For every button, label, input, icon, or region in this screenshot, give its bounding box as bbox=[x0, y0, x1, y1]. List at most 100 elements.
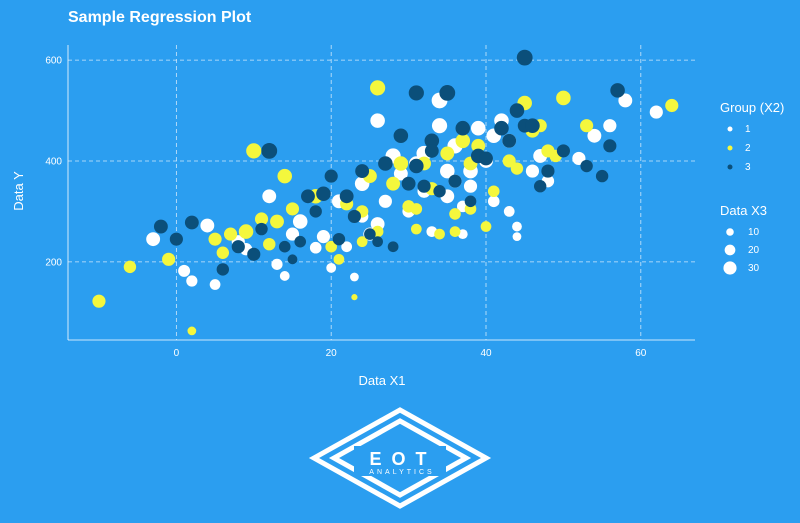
data-point-group-3 bbox=[261, 142, 278, 159]
data-point-group-2 bbox=[270, 214, 284, 229]
legend-group-swatch bbox=[727, 126, 733, 132]
data-point-group-1 bbox=[285, 227, 300, 241]
data-point-group-1 bbox=[271, 258, 283, 270]
logo-subtext: ANALYTICS bbox=[369, 469, 434, 476]
data-point-group-2 bbox=[277, 168, 293, 184]
data-point-group-3 bbox=[424, 133, 440, 149]
data-point-group-1 bbox=[487, 195, 500, 208]
chart-title: Sample Regression Plot bbox=[68, 9, 252, 26]
data-point-group-2 bbox=[351, 294, 358, 301]
data-point-group-3 bbox=[231, 240, 245, 254]
data-point-group-3 bbox=[525, 118, 540, 133]
data-point-group-3 bbox=[393, 128, 409, 144]
data-point-group-2 bbox=[223, 227, 238, 241]
data-point-group-3 bbox=[556, 144, 570, 158]
data-point-group-1 bbox=[378, 194, 392, 208]
data-point-group-3 bbox=[401, 176, 416, 191]
logo-diamond-inner bbox=[328, 418, 472, 498]
gridlines bbox=[68, 45, 695, 340]
data-point-group-3 bbox=[509, 103, 525, 118]
x-tick-label: 20 bbox=[326, 348, 338, 359]
data-point-group-3 bbox=[255, 222, 268, 236]
data-point-group-3 bbox=[301, 189, 315, 204]
data-point-group-3 bbox=[294, 235, 307, 248]
legend-size: Data X3 10 20 30 bbox=[720, 203, 767, 275]
data-point-group-2 bbox=[449, 226, 461, 237]
data-point-group-1 bbox=[431, 118, 448, 134]
legend-group-label: 2 bbox=[745, 143, 751, 154]
data-point-group-1 bbox=[512, 221, 522, 232]
data-point-group-2 bbox=[410, 223, 422, 235]
data-point-group-3 bbox=[169, 232, 183, 246]
data-point-group-1 bbox=[178, 264, 191, 277]
x-tick-label: 40 bbox=[480, 348, 492, 359]
data-point-group-3 bbox=[324, 169, 338, 183]
y-tick-label: 600 bbox=[45, 56, 62, 67]
legend-size-label: 20 bbox=[748, 245, 760, 256]
data-point-group-3 bbox=[603, 139, 617, 153]
data-point-group-3 bbox=[439, 85, 456, 101]
data-point-group-3 bbox=[464, 195, 477, 208]
data-point-group-2 bbox=[325, 240, 337, 253]
data-point-group-3 bbox=[347, 209, 361, 224]
data-point-group-3 bbox=[216, 263, 230, 276]
data-point-group-1 bbox=[350, 272, 359, 282]
data-point-group-3 bbox=[516, 49, 533, 66]
data-point-group-1 bbox=[209, 279, 221, 290]
data-point-group-1 bbox=[440, 163, 455, 179]
x-tick-label: 0 bbox=[174, 348, 180, 359]
data-point-group-2 bbox=[471, 138, 486, 153]
data-point-group-3 bbox=[278, 240, 291, 253]
data-point-group-3 bbox=[309, 205, 322, 218]
data-point-group-1 bbox=[470, 120, 486, 136]
data-point-group-2 bbox=[665, 98, 679, 113]
legend-group-swatch bbox=[727, 164, 733, 170]
y-tick-label: 200 bbox=[45, 257, 62, 268]
data-point-group-3 bbox=[409, 158, 424, 174]
data-point-group-3 bbox=[494, 120, 509, 136]
data-point-group-3 bbox=[378, 156, 393, 171]
data-point-group-1 bbox=[316, 230, 331, 244]
data-point-group-3 bbox=[372, 236, 383, 248]
logo-text: EOT bbox=[369, 449, 436, 469]
data-point-group-2 bbox=[580, 119, 594, 133]
data-point-group-2 bbox=[356, 236, 368, 248]
legend-size-swatch bbox=[724, 244, 736, 256]
legend-group-label: 1 bbox=[745, 124, 751, 135]
legend-size-swatch bbox=[726, 228, 734, 236]
data-point-group-3 bbox=[479, 151, 493, 166]
data-point-group-1 bbox=[503, 206, 515, 217]
data-point-group-3 bbox=[541, 164, 555, 178]
legend-group-label: 3 bbox=[745, 162, 751, 173]
data-point-group-2 bbox=[208, 232, 222, 246]
data-point-group-3 bbox=[332, 232, 346, 246]
data-point-group-2 bbox=[393, 156, 409, 171]
data-point-group-3 bbox=[339, 189, 354, 204]
legend-size-label: 30 bbox=[748, 263, 760, 274]
data-points bbox=[92, 49, 679, 336]
data-point-group-2 bbox=[254, 212, 269, 226]
legend-size-label: 10 bbox=[748, 227, 760, 238]
data-point-group-2 bbox=[123, 260, 137, 274]
data-point-group-3 bbox=[448, 174, 462, 188]
data-point-group-1 bbox=[309, 241, 322, 254]
plot-area: 0 20 40 60 200 400 600 bbox=[45, 45, 695, 359]
data-point-group-3 bbox=[502, 133, 517, 148]
data-point-group-1 bbox=[341, 241, 353, 253]
data-point-group-1 bbox=[525, 164, 540, 178]
legend-group-swatch bbox=[727, 145, 733, 151]
legend-size-title: Data X3 bbox=[720, 203, 767, 218]
data-point-group-1 bbox=[146, 232, 161, 247]
data-point-group-1 bbox=[326, 262, 337, 273]
legend-group-title: Group (X2) bbox=[720, 100, 784, 115]
data-point-group-2 bbox=[434, 228, 445, 240]
data-point-group-2 bbox=[216, 246, 230, 259]
data-point-group-3 bbox=[287, 254, 298, 265]
data-point-group-1 bbox=[370, 113, 385, 128]
data-point-group-3 bbox=[433, 185, 446, 198]
x-axis-label: Data X1 bbox=[359, 373, 406, 388]
data-point-group-2 bbox=[285, 202, 300, 216]
legend-size-swatch bbox=[723, 261, 737, 275]
data-point-group-2 bbox=[246, 143, 262, 159]
